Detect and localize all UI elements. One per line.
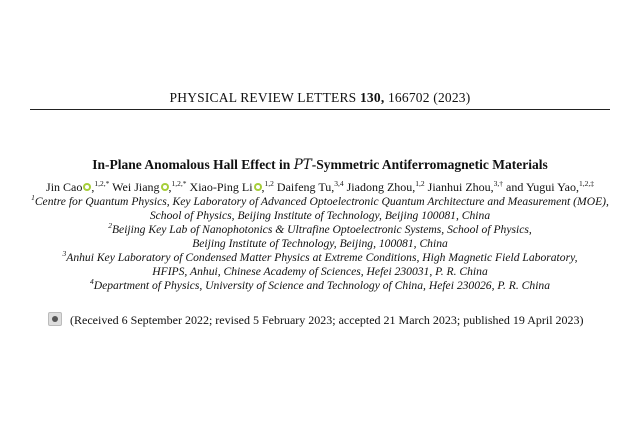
header-rule xyxy=(30,109,610,110)
affiliation-marker: 1,2,* xyxy=(94,179,110,188)
affiliation-marker: 3,† xyxy=(493,179,504,188)
history-text: (Received 6 September 2022; revised 5 Fe… xyxy=(70,313,584,327)
pt-symbol: PT xyxy=(293,157,312,173)
author[interactable]: Jiadong Zhou,1,2 xyxy=(346,179,425,194)
author[interactable]: Jianhui Zhou,3,† xyxy=(427,179,504,194)
author-name: Yugui Yao xyxy=(525,180,576,194)
conjunction: and xyxy=(506,180,524,194)
author-name: Jin Cao xyxy=(46,180,83,194)
affiliation-number: 3 xyxy=(62,249,67,258)
affiliation-marker: 1,2 xyxy=(415,179,425,188)
affiliation-marker: 3,4 xyxy=(334,179,344,188)
author[interactable]: Wei Jiang ,1,2,* xyxy=(112,179,187,194)
affiliation-line: 1Centre for Quantum Physics, Key Laborat… xyxy=(0,193,640,209)
author-name: Xiao-Ping Li xyxy=(189,180,253,194)
author-name: Jiadong Zhou xyxy=(346,180,413,194)
author[interactable]: Yugui Yao,1,2,‡ xyxy=(525,179,594,194)
affiliation-line: HFIPS, Anhui, Chinese Academy of Science… xyxy=(0,265,640,279)
affiliation-text: Centre for Quantum Physics, Key Laborato… xyxy=(34,195,609,208)
affiliation-line: 3Anhui Key Laboratory of Condensed Matte… xyxy=(0,249,640,265)
check-for-updates-icon[interactable] xyxy=(48,312,62,326)
paper-title: In-Plane Anomalous Hall Effect in PT-Sym… xyxy=(0,157,640,173)
author[interactable]: Daifeng Tu,3,4 xyxy=(276,179,344,194)
author-name: Daifeng Tu xyxy=(276,180,332,194)
affiliation-text: Beijing Institute of Technology, Beijing… xyxy=(192,237,448,250)
author-name: Wei Jiang xyxy=(112,180,160,194)
affiliation-marker: 1,2,‡ xyxy=(578,179,594,188)
affiliation-number: 1 xyxy=(31,193,35,202)
author[interactable]: Jin Cao ,1,2,* xyxy=(46,179,110,194)
volume: 130, xyxy=(359,90,385,105)
affiliation-text: Anhui Key Laboratory of Condensed Matter… xyxy=(66,251,578,264)
orcid-icon[interactable] xyxy=(83,183,92,191)
journal-name: PHYSICAL REVIEW LETTERS xyxy=(169,90,357,105)
orcid-icon[interactable] xyxy=(253,183,262,191)
affiliations: 1Centre for Quantum Physics, Key Laborat… xyxy=(0,193,640,293)
title-part: In-Plane Anomalous Hall Effect in xyxy=(92,157,294,172)
article-number: 166702 (2023) xyxy=(387,90,471,105)
publication-history: (Received 6 September 2022; revised 5 Fe… xyxy=(48,312,584,328)
affiliation-line: School of Physics, Beijing Institute of … xyxy=(0,209,640,223)
affiliation-line: 4Department of Physics, University of Sc… xyxy=(0,277,640,293)
affiliation-number: 4 xyxy=(89,277,94,286)
journal-header: PHYSICAL REVIEW LETTERS 130, 166702 (202… xyxy=(0,90,640,106)
affiliation-line: 2Beijing Key Lab of Nanophotonics & Ultr… xyxy=(0,221,640,237)
author-name: Jianhui Zhou xyxy=(427,180,491,194)
affiliation-number: 2 xyxy=(108,221,112,230)
affiliation-text: HFIPS, Anhui, Chinese Academy of Science… xyxy=(152,265,488,278)
affiliation-line: Beijing Institute of Technology, Beijing… xyxy=(0,237,640,251)
author-list: Jin Cao ,1,2,* Wei Jiang ,1,2,* Xiao-Ping … xyxy=(0,180,640,195)
title-part: -Symmetric Antiferromagnetic Materials xyxy=(311,157,548,172)
author[interactable]: Xiao-Ping Li ,1,2 xyxy=(189,179,274,194)
affiliation-text: School of Physics, Beijing Institute of … xyxy=(149,209,491,222)
affiliation-text: Beijing Key Lab of Nanophotonics & Ultra… xyxy=(111,223,532,236)
affiliation-marker: 1,2 xyxy=(264,179,274,188)
affiliation-text: Department of Physics, University of Sci… xyxy=(93,279,551,292)
affiliation-marker: 1,2,* xyxy=(171,179,187,188)
orcid-icon[interactable] xyxy=(160,183,169,191)
